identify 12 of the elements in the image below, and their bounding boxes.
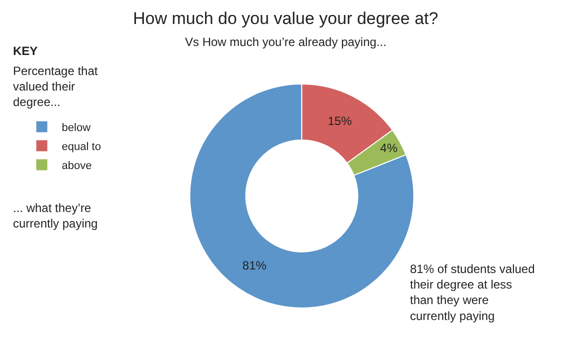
data-label: 15%	[328, 114, 352, 128]
legend-label: below	[62, 122, 91, 134]
legend-label: equal to	[62, 140, 101, 153]
text: ... what they’re currently paying	[13, 201, 98, 231]
legend-label: above	[62, 160, 92, 172]
data-label: 81%	[242, 258, 267, 272]
text: Percentage that valued their degree...	[13, 64, 98, 110]
legend-title: KEY	[13, 44, 38, 58]
data-label: 4%	[380, 141, 398, 156]
text: 81% of students valued their degree at less than they were currently paying	[410, 262, 535, 323]
chart-title: How much do you value your degree at?	[133, 9, 438, 28]
chart-subtitle: Vs How much you’re already paying...	[185, 35, 386, 49]
